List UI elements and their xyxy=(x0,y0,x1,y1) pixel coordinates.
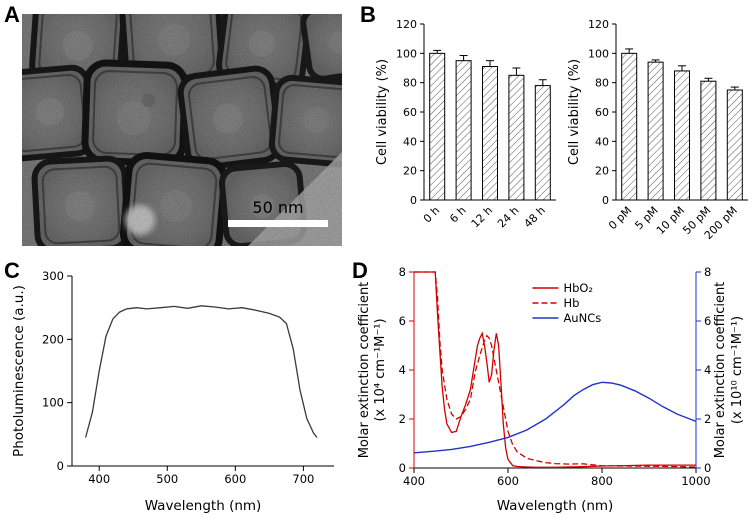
y-tick-label: 80 xyxy=(595,77,609,90)
panel-c-label: C xyxy=(4,258,20,283)
y-tick-label: 60 xyxy=(595,106,609,119)
tem-image: 50 nm xyxy=(22,14,342,246)
tem-noise-overlay xyxy=(22,14,342,246)
y-tick-label: 8 xyxy=(399,265,406,279)
bar xyxy=(726,89,743,201)
x-tick-label: 12 h xyxy=(469,204,496,231)
x-axis-label: Wavelength (nm) xyxy=(145,498,262,514)
bar xyxy=(455,60,472,201)
y-tick-label: 6 xyxy=(399,314,406,328)
y-tick-label: 0 xyxy=(602,194,609,207)
y-tick-label: 100 xyxy=(396,47,417,60)
y-tick-label-right: 8 xyxy=(704,265,711,279)
bar xyxy=(674,70,690,201)
x-tick-label: 400 xyxy=(403,474,425,488)
y-tick-label: 2 xyxy=(399,412,406,426)
y-tick-label: 120 xyxy=(588,18,609,31)
x-tick-label: 0 h xyxy=(421,204,443,226)
bar xyxy=(647,61,664,201)
x-tick-label: 24 h xyxy=(495,204,522,231)
y-tick-label-right: 2 xyxy=(704,412,711,426)
y-tick-label: 40 xyxy=(595,135,609,148)
x-tick-label: 600 xyxy=(497,474,519,488)
legend-label: AuNCs xyxy=(563,311,601,325)
x-tick-label: 10 pM xyxy=(654,204,687,237)
y-tick-label: 0 xyxy=(57,459,64,473)
y-tick-label: 60 xyxy=(403,106,417,119)
bar xyxy=(482,66,498,201)
panel-a-label: A xyxy=(4,2,20,27)
panel-d-label: D xyxy=(352,258,368,283)
y-axis-label-right: Molar extinction coefficient xyxy=(713,282,728,459)
y-tick-label: 40 xyxy=(403,135,417,148)
x-tick-label: 700 xyxy=(292,472,314,486)
bar xyxy=(700,80,717,201)
panel-b-label: B xyxy=(360,2,376,27)
bar xyxy=(429,52,446,201)
series-Hb xyxy=(414,271,697,468)
y-tick-label: 100 xyxy=(588,47,609,60)
scale-bar xyxy=(228,220,328,227)
y-tick-label: 100 xyxy=(42,396,64,410)
photoluminescence-chart: 400 500 600 700 0 100 200 300 Wavelength (nm) Pho… xyxy=(11,269,334,514)
x-tick-label: 0 pM xyxy=(606,204,634,232)
bar xyxy=(534,85,551,201)
y-axis-label: Photoluminescence (a.u.) xyxy=(11,285,27,457)
y-axis-label-left: Molar extinction coefficient xyxy=(357,282,372,459)
y-tick-label: 0 xyxy=(399,461,406,475)
x-tick-label: 500 xyxy=(156,472,178,486)
series-photoluminescence xyxy=(84,305,318,438)
x-tick-label: 6 h xyxy=(447,204,469,226)
y-tick-label: 80 xyxy=(403,77,417,90)
y-tick-label-right: 6 xyxy=(704,314,711,328)
y-axis-label: Cell viability (%) xyxy=(567,59,582,165)
x-tick-label: 800 xyxy=(591,474,613,488)
y-tick-label-right: 4 xyxy=(704,363,711,377)
legend-label: Hb xyxy=(563,296,579,310)
scale-bar-label: 50 nm xyxy=(252,198,303,217)
y-tick-label: 300 xyxy=(42,269,64,283)
legend-label: HbO₂ xyxy=(563,281,593,295)
y-tick-label: 200 xyxy=(42,332,64,346)
y-tick-label: 4 xyxy=(399,363,406,377)
bar xyxy=(508,74,525,201)
y-axis-label-right-units: (x 10¹⁰ cm⁻¹M⁻¹) xyxy=(730,316,745,424)
x-tick-label: 400 xyxy=(88,472,110,486)
y-tick-label: 20 xyxy=(403,165,417,178)
series-HbO₂ xyxy=(414,271,696,468)
x-tick-label: 600 xyxy=(224,472,246,486)
series-AuNCs xyxy=(413,381,697,454)
x-tick-label: 1000 xyxy=(681,474,710,488)
y-tick-label: 120 xyxy=(396,18,417,31)
y-tick-label: 0 xyxy=(410,194,417,207)
x-axis-label: Wavelength (nm) xyxy=(497,498,614,514)
y-axis-label-left-units: (x 10⁴ cm⁻¹M⁻¹) xyxy=(373,318,388,421)
y-tick-label-right: 0 xyxy=(704,461,711,475)
bar xyxy=(621,52,638,201)
y-axis-label: Cell viability (%) xyxy=(375,59,390,165)
y-tick-label: 20 xyxy=(595,165,609,178)
x-tick-label: 48 h xyxy=(521,204,548,231)
